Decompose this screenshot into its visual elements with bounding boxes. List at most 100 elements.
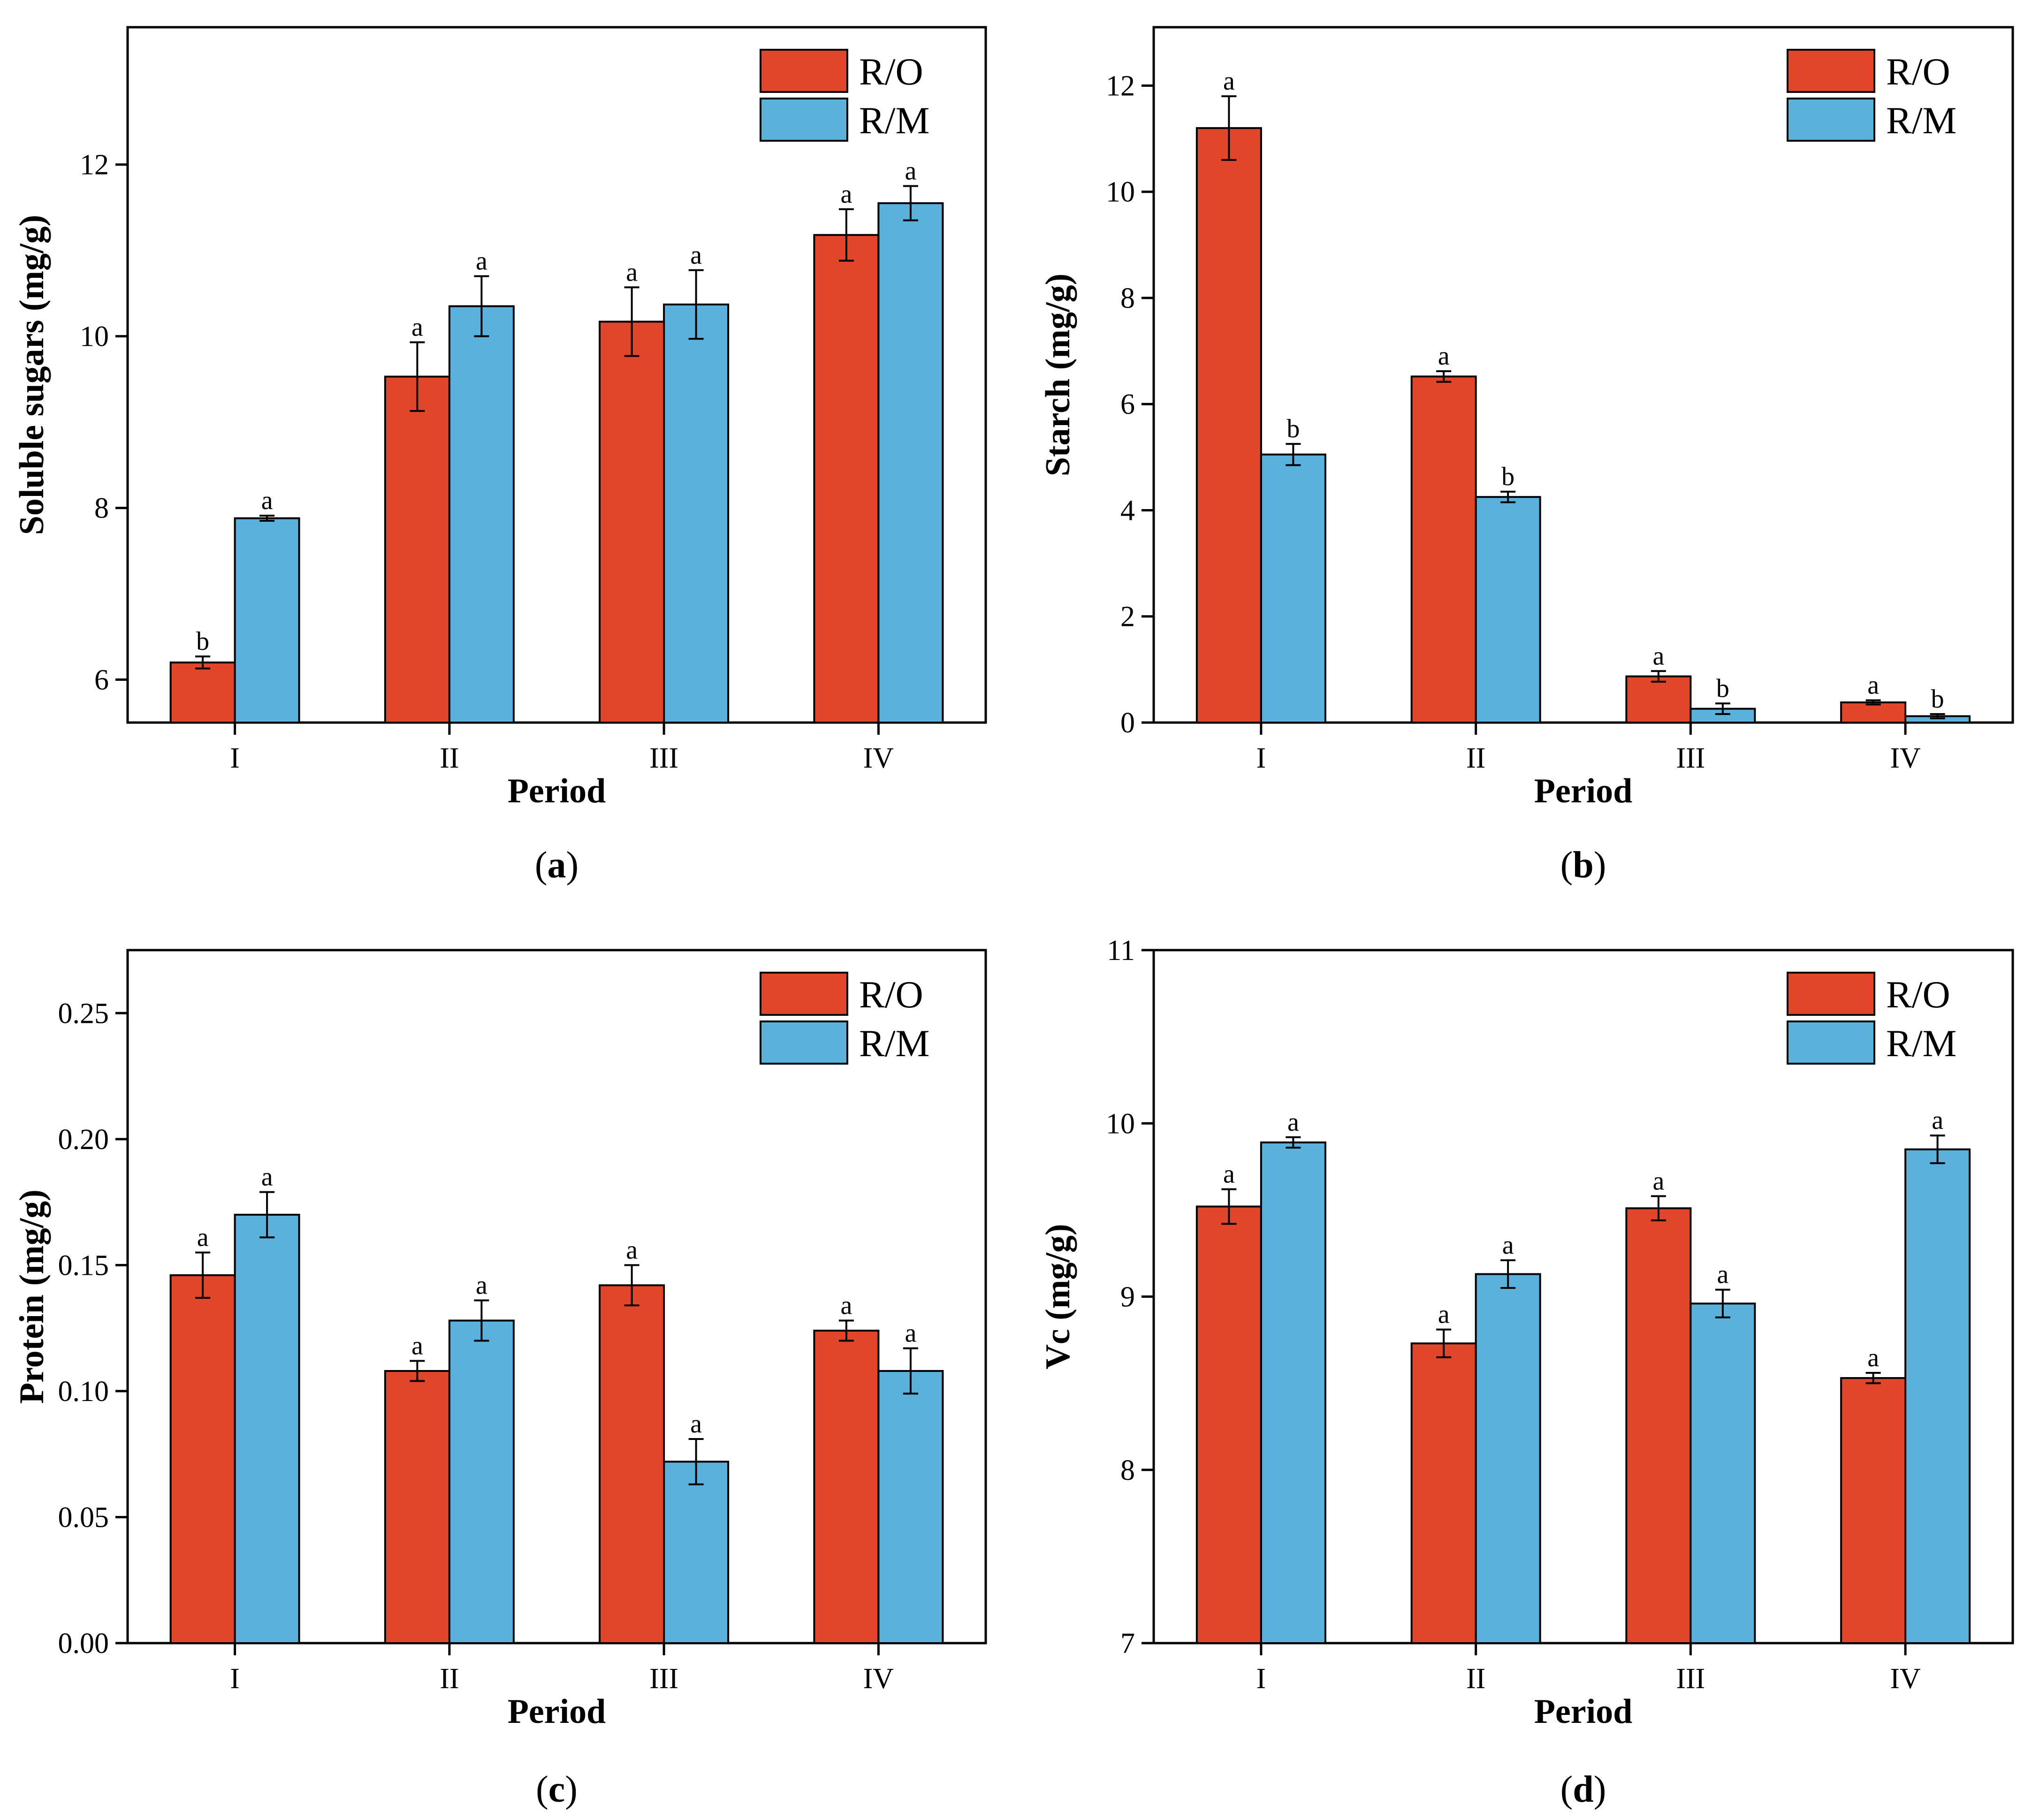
bar-rm <box>448 1319 515 1645</box>
y-tick-label: 12 <box>1106 70 1135 102</box>
bar-rm <box>1475 496 1541 723</box>
plot-frame <box>1152 26 2014 724</box>
bar-rm <box>663 303 730 723</box>
y-tick-label: 2 <box>1120 601 1135 633</box>
bar-rm <box>1260 453 1326 723</box>
y-tick-label: 6 <box>94 664 109 696</box>
y-axis-title: Soluble sugars (mg/g) <box>13 215 51 535</box>
y-tick-label: 10 <box>1106 1108 1135 1140</box>
significance-letter: b <box>196 627 209 656</box>
significance-letter: a <box>626 258 638 287</box>
bar-ro <box>1840 1377 1907 1645</box>
legend-swatch-rm <box>1787 98 1875 142</box>
bar-rm <box>234 517 300 723</box>
x-tick-label: IV <box>1890 742 1921 774</box>
bar-ro <box>169 1274 236 1644</box>
significance-letter: b <box>1716 674 1729 703</box>
x-tick-label: III <box>1676 742 1705 774</box>
plot-frame <box>126 26 987 724</box>
y-tick-label: 6 <box>1120 388 1135 420</box>
significance-letter: a <box>1223 1160 1235 1189</box>
significance-letter: a <box>1223 67 1235 96</box>
legend-label: R/O <box>859 50 923 93</box>
x-tick-label: IV <box>863 742 894 774</box>
panel-letter: b <box>1573 845 1594 886</box>
x-tick-label: II <box>440 1663 459 1695</box>
legend-label: R/O <box>859 973 923 1016</box>
legend-swatch-ro <box>1787 49 1875 93</box>
significance-letter: a <box>626 1235 638 1264</box>
significance-letter: a <box>476 247 487 276</box>
panel-label: (b) <box>1560 845 1606 886</box>
legend-swatch-rm <box>760 98 848 142</box>
significance-letter: a <box>1867 1343 1879 1372</box>
bar-rm <box>877 202 944 723</box>
y-axis-title: Starch (mg/g) <box>1039 274 1077 476</box>
significance-letter: a <box>905 156 916 185</box>
significance-letter: a <box>1867 670 1879 700</box>
panel-label: (a) <box>535 845 578 886</box>
panel-letter: a <box>548 845 566 886</box>
y-tick-label: 12 <box>80 149 109 181</box>
x-axis-title: Period <box>1534 772 1633 810</box>
bar-ro <box>813 234 880 723</box>
bar-rm <box>1904 1148 1971 1644</box>
y-tick-label: 7 <box>1120 1628 1135 1660</box>
significance-letter: a <box>411 1331 423 1360</box>
significance-letter: b <box>1501 462 1514 491</box>
legend-label: R/O <box>1886 973 1950 1016</box>
x-tick-label: I <box>1256 742 1266 774</box>
panel-letter: d <box>1573 1769 1594 1810</box>
significance-letter: a <box>261 486 273 515</box>
bar-ro <box>1625 1207 1692 1645</box>
significance-letter: a <box>1652 641 1664 670</box>
significance-letter: a <box>1438 1300 1450 1329</box>
bar-ro <box>384 375 450 723</box>
y-tick-label: 0.25 <box>58 998 109 1029</box>
y-tick-label: 8 <box>1120 1454 1135 1486</box>
significance-letter: a <box>1717 1260 1728 1289</box>
bar-ro <box>599 1284 665 1644</box>
y-tick-label: 0.20 <box>58 1124 109 1156</box>
x-axis-title: Period <box>508 1692 606 1731</box>
x-axis-title: Period <box>1534 1692 1633 1731</box>
bar-ro <box>169 661 236 723</box>
significance-letter: a <box>261 1163 273 1192</box>
bar-ro <box>1840 701 1907 724</box>
y-tick-label: 0.05 <box>58 1501 109 1533</box>
y-tick-label: 0 <box>1120 707 1135 739</box>
significance-letter: a <box>905 1319 916 1348</box>
x-tick-label: III <box>649 742 678 774</box>
legend-label: R/M <box>1886 99 1956 142</box>
significance-letter: a <box>197 1223 209 1252</box>
legend-swatch-ro <box>760 49 848 93</box>
legend-label: R/M <box>859 1022 929 1065</box>
y-axis-title: Vc (mg/g) <box>1039 1224 1077 1369</box>
x-axis-title: Period <box>508 772 606 810</box>
panel-letter: c <box>548 1769 565 1810</box>
y-tick-label: 4 <box>1120 495 1135 526</box>
bar-rm <box>234 1213 300 1645</box>
y-tick-label: 9 <box>1120 1281 1135 1313</box>
panel-label: (d) <box>1560 1769 1606 1810</box>
x-tick-label: III <box>649 1663 678 1695</box>
significance-letter: a <box>1438 342 1450 371</box>
x-tick-label: II <box>1466 1663 1485 1695</box>
x-tick-label: II <box>1466 742 1485 774</box>
y-tick-label: 0.10 <box>58 1376 109 1408</box>
y-tick-label: 0.00 <box>58 1628 109 1660</box>
bar-ro <box>813 1330 880 1645</box>
bar-rm <box>448 305 515 723</box>
legend-swatch-rm <box>1787 1020 1875 1065</box>
legend-swatch-ro <box>1787 972 1875 1016</box>
significance-letter: a <box>1502 1231 1514 1260</box>
significance-letter: a <box>840 1291 852 1320</box>
plot-frame <box>126 949 987 1645</box>
bar-rm <box>1690 1302 1756 1644</box>
y-tick-label: 8 <box>94 493 109 525</box>
significance-letter: a <box>1287 1108 1299 1137</box>
